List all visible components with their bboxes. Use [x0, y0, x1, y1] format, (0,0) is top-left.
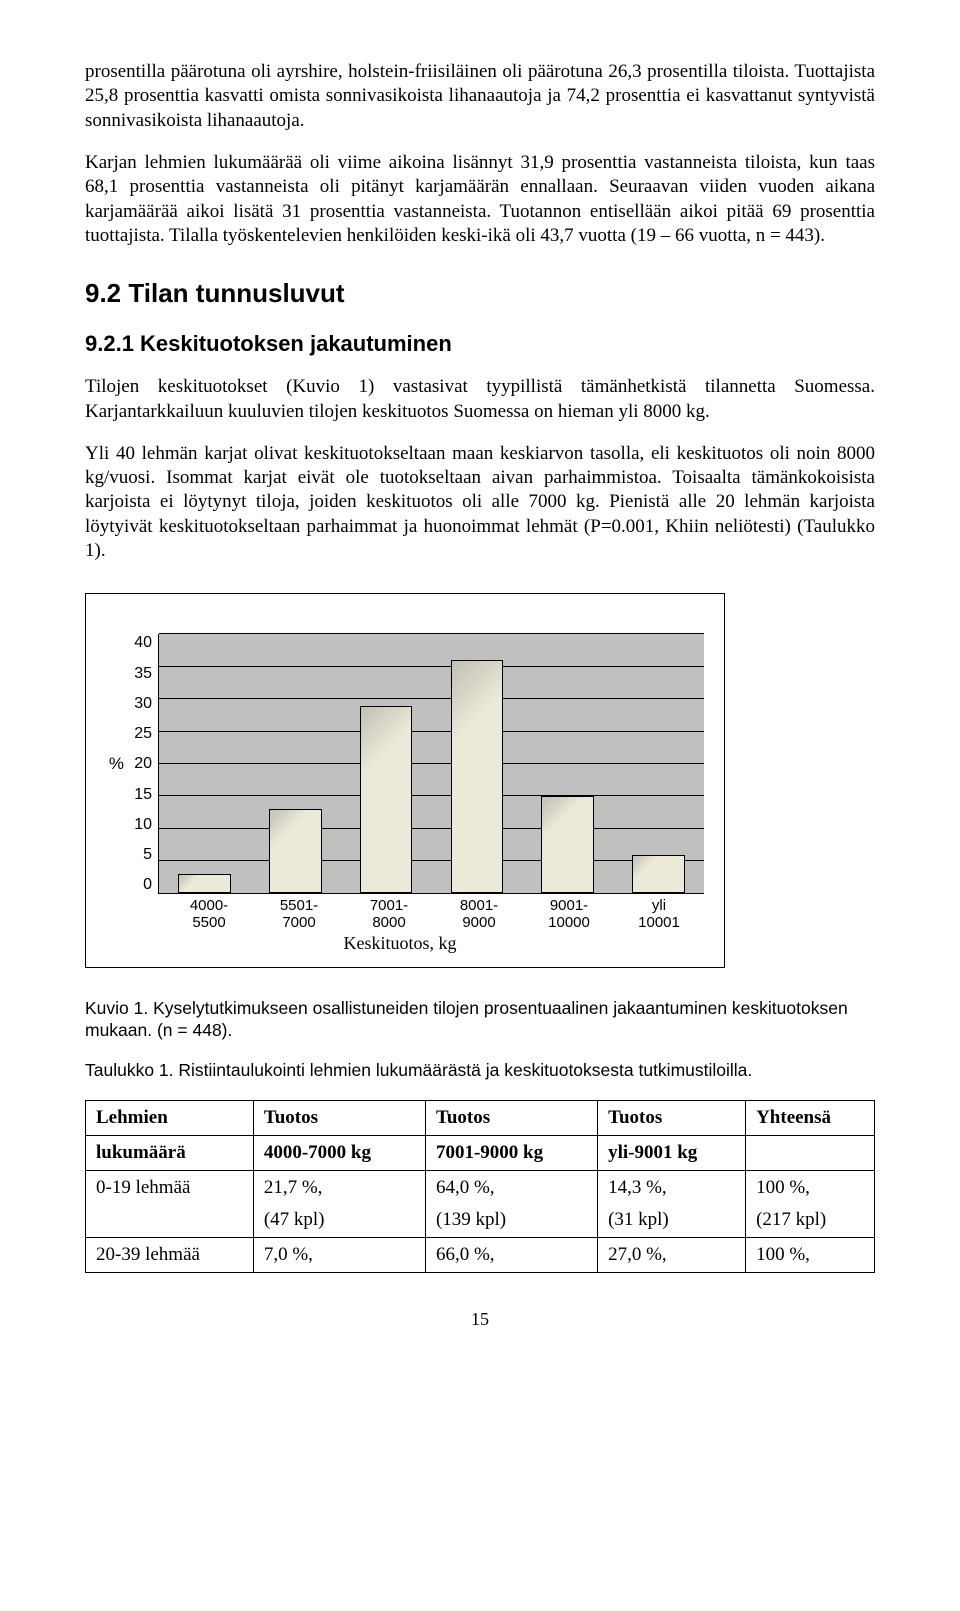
chart-y-tick: 10 — [128, 816, 152, 834]
table-header-cell: 4000-7000 kg — [253, 1136, 425, 1171]
chart-bar-slot — [159, 634, 250, 893]
chart-x-tick: 5501-7000 — [254, 898, 344, 931]
table-cell: 14,3 %,(31 kpl) — [598, 1171, 746, 1238]
chart-x-tick: 8001-9000 — [434, 898, 524, 931]
chart-bar — [632, 855, 685, 894]
chart-bar-slot — [522, 634, 613, 893]
chart-y-tick: 25 — [128, 725, 152, 743]
table-cell: 100 %, — [746, 1238, 875, 1273]
chart-bar — [541, 796, 594, 893]
chart-bar — [451, 660, 504, 893]
table-row: 0-19 lehmää21,7 %,(47 kpl)64,0 %,(139 kp… — [86, 1171, 875, 1238]
table-header-cell: Yhteensä — [746, 1101, 875, 1136]
heading-keskituotoksen-jakautuminen: 9.2.1 Keskituotoksen jakautuminen — [85, 331, 875, 357]
table-header-cell: Tuotos — [598, 1101, 746, 1136]
table-cell: 64,0 %,(139 kpl) — [425, 1171, 597, 1238]
table-header-row-2: lukumäärä 4000-7000 kg 7001-9000 kg yli-… — [86, 1136, 875, 1171]
table-header-row-1: Lehmien Tuotos Tuotos Tuotos Yhteensä — [86, 1101, 875, 1136]
chart-x-ticks: 4000-55005501-70007001-80008001-90009001… — [164, 898, 704, 931]
chart-y-tick: 5 — [128, 846, 152, 864]
heading-tilan-tunnusluvut: 9.2 Tilan tunnusluvut — [85, 278, 875, 309]
crosstab-table: Lehmien Tuotos Tuotos Tuotos Yhteensä lu… — [85, 1100, 875, 1273]
table-header-cell: yli-9001 kg — [598, 1136, 746, 1171]
chart-bar-slot — [431, 634, 522, 893]
chart-bar — [269, 809, 322, 893]
table-header-cell: Tuotos — [253, 1101, 425, 1136]
table-header-cell: 7001-9000 kg — [425, 1136, 597, 1171]
keskituotos-bar-chart: % 40 35 30 25 20 15 10 5 0 4000-55005501-7000700… — [85, 593, 725, 968]
chart-y-tick: 20 — [128, 755, 152, 773]
chart-x-tick: 4000-5500 — [164, 898, 254, 931]
paragraph-2: Karjan lehmien lukumäärää oli viime aiko… — [85, 151, 875, 248]
chart-bar-slot — [341, 634, 432, 893]
chart-y-axis-label: % — [96, 754, 128, 774]
table-header-cell — [746, 1136, 875, 1171]
table-cell: 27,0 %, — [598, 1238, 746, 1273]
chart-bar — [178, 874, 231, 893]
chart-bar — [360, 706, 413, 894]
chart-x-tick: 9001-10000 — [524, 898, 614, 931]
chart-y-ticks: 40 35 30 25 20 15 10 5 0 — [128, 634, 158, 894]
paragraph-1: prosentilla päärotuna oli ayrshire, hols… — [85, 60, 875, 133]
table-cell: 100 %,(217 kpl) — [746, 1171, 875, 1238]
page-number: 15 — [85, 1309, 875, 1330]
figure-caption: Kuvio 1. Kyselytutkimukseen osallistunei… — [85, 998, 875, 1042]
table-cell: 7,0 %, — [253, 1238, 425, 1273]
page-container: prosentilla päärotuna oli ayrshire, hols… — [0, 0, 960, 1370]
table-row: 20-39 lehmää7,0 %,66,0 %,27,0 %,100 %, — [86, 1238, 875, 1273]
table-cell: 21,7 %,(47 kpl) — [253, 1171, 425, 1238]
chart-x-tick: 7001-8000 — [344, 898, 434, 931]
chart-y-tick: 0 — [128, 876, 152, 894]
table-header-cell: Tuotos — [425, 1101, 597, 1136]
chart-plot-area — [158, 634, 704, 894]
table-header-cell: Lehmien — [86, 1101, 254, 1136]
chart-y-tick: 40 — [128, 634, 152, 652]
table-header-cell: lukumäärä — [86, 1136, 254, 1171]
paragraph-3: Tilojen keskituotokset (Kuvio 1) vastasi… — [85, 375, 875, 424]
table-caption: Taulukko 1. Ristiintaulukointi lehmien l… — [85, 1060, 875, 1082]
chart-bar-slot — [613, 634, 704, 893]
chart-x-axis-label: Keskituotos, kg — [96, 933, 704, 954]
chart-bar-slot — [250, 634, 341, 893]
table-row-label: 20-39 lehmää — [86, 1238, 254, 1273]
chart-y-tick: 35 — [128, 665, 152, 683]
chart-y-tick: 30 — [128, 695, 152, 713]
chart-y-tick: 15 — [128, 786, 152, 804]
paragraph-4: Yli 40 lehmän karjat olivat keskituotoks… — [85, 442, 875, 564]
table-row-label: 0-19 lehmää — [86, 1171, 254, 1238]
table-cell: 66,0 %, — [425, 1238, 597, 1273]
chart-x-tick: yli10001 — [614, 898, 704, 931]
